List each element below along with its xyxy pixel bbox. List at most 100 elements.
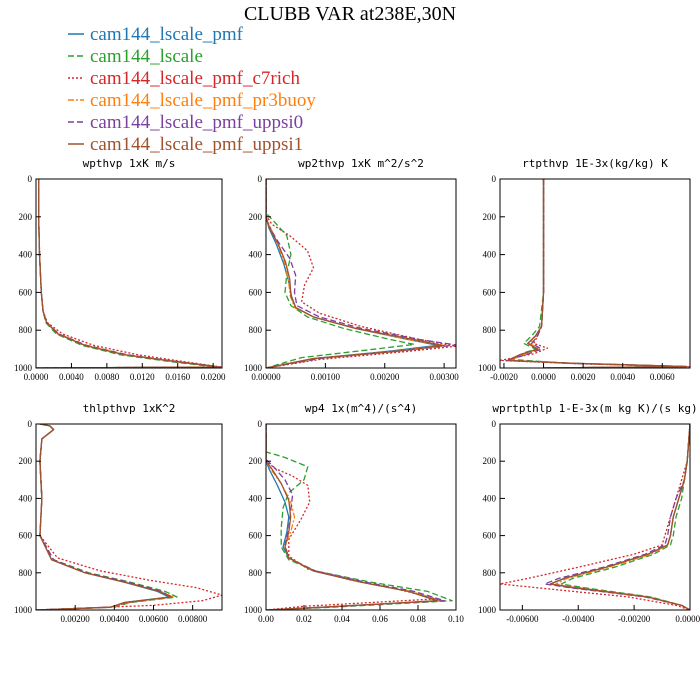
y-tick-label: 1000: [14, 605, 33, 615]
series-line-6: [36, 179, 219, 368]
x-tick-label: 0.04: [334, 614, 350, 624]
series-group: [500, 179, 690, 368]
y-tick-label: 400: [19, 493, 33, 503]
legend-entry-2: cam144_lscale_pmf_c7rich: [90, 68, 300, 89]
y-tick-label: 400: [249, 493, 263, 503]
y-tick-label: 400: [249, 250, 263, 260]
series-group: [266, 424, 453, 610]
series-line-2: [266, 179, 416, 368]
series-line-1: [36, 179, 219, 368]
x-tick-label: 0.0080: [94, 372, 119, 382]
legend-entry-4: cam144_lscale_pmf_uppsi0: [90, 112, 303, 133]
y-tick-label: 600: [483, 531, 497, 541]
series-line-2: [511, 179, 683, 368]
y-tick-label: 800: [19, 325, 33, 335]
x-tick-label: 0.0120: [130, 372, 155, 382]
y-tick-label: 0: [258, 419, 263, 429]
x-tick-label: 0.00200: [370, 372, 400, 382]
panel-4: thlpthvp 1xK^2 0 200 400 600 800 1000 0.00200 0.…: [14, 402, 223, 624]
y-tick-label: 800: [483, 325, 497, 335]
y-tick-label: 600: [19, 531, 33, 541]
series-group: [36, 179, 222, 368]
series-group: [500, 424, 690, 610]
y-tick-label: 200: [19, 456, 33, 466]
y-tick-label: 800: [483, 568, 497, 578]
series-line-6: [507, 179, 687, 368]
panel-3: rtpthvp 1E-3x(kg/kg) K 0 200 400 600 800 1000-…: [478, 157, 691, 382]
x-tick-label: 0.0060: [650, 372, 675, 382]
series-line-5: [505, 179, 687, 368]
y-tick-label: 400: [19, 250, 33, 260]
series-line-3: [500, 424, 690, 610]
series-line-1: [266, 424, 442, 610]
x-tick-label: 0.10: [448, 614, 464, 624]
x-tick-label: 0.0000: [24, 372, 49, 382]
x-tick-label: 0.02: [296, 614, 312, 624]
x-tick-label: 0.00000: [251, 372, 281, 382]
y-tick-label: 600: [19, 287, 33, 297]
series-line-5: [544, 424, 690, 610]
x-tick-label: 0.0000: [531, 372, 556, 382]
series-line-3: [36, 424, 222, 610]
y-tick-label: 200: [483, 212, 497, 222]
panel-title: wpthvp 1xK m/s: [83, 157, 176, 170]
panel-title: wp4 1x(m^4)/(s^4): [305, 402, 418, 415]
legend-entry-1: cam144_lscale: [90, 46, 203, 67]
series-line-4: [36, 179, 219, 368]
legend: cam144_lscale_pmfcam144_lscalecam144_lsc…: [68, 24, 316, 155]
legend-entry-0: cam144_lscale_pmf: [90, 24, 244, 45]
series-line-6: [266, 179, 445, 368]
y-tick-label: 600: [483, 287, 497, 297]
x-tick-label: 0.00600: [139, 614, 169, 624]
x-tick-label: 0.0040: [610, 372, 635, 382]
y-tick-label: 1000: [478, 363, 497, 373]
plot-frame: [265, 178, 457, 369]
y-tick-label: 400: [483, 493, 497, 503]
x-tick-label: 0.00800: [178, 614, 208, 624]
series-line-5: [266, 179, 456, 368]
series-line-6: [36, 424, 172, 610]
series-line-1: [36, 424, 170, 610]
series-line-6: [266, 424, 438, 610]
panel-title: wp2thvp 1xK m^2/s^2: [298, 157, 424, 170]
panel-title: rtpthvp 1E-3x(kg/kg) K: [522, 157, 668, 170]
y-tick-label: 200: [19, 212, 33, 222]
y-tick-label: 1000: [244, 363, 263, 373]
plot-frame: [35, 423, 223, 611]
x-tick-label: 0.00100: [311, 372, 341, 382]
x-tick-label: 0.00400: [100, 614, 130, 624]
plot-frame: [35, 178, 223, 369]
y-tick-label: 0: [492, 174, 497, 184]
x-tick-label: -0.00400: [562, 614, 595, 624]
y-tick-label: 0: [258, 174, 263, 184]
legend-entry-3: cam144_lscale_pmf_pr3buoy: [90, 90, 316, 111]
x-tick-label: 0.0160: [165, 372, 190, 382]
y-tick-label: 0: [492, 419, 497, 429]
y-tick-label: 200: [483, 456, 497, 466]
plot-frame: [499, 423, 691, 611]
y-tick-label: 200: [249, 212, 263, 222]
y-tick-label: 400: [483, 250, 497, 260]
panel-6: wprtpthlp 1-E-3x(m kg K)/(s kg) 0 200 400 60…: [478, 402, 700, 624]
series-line-5: [36, 179, 220, 368]
y-tick-label: 600: [249, 531, 263, 541]
series-line-4: [36, 424, 174, 610]
series-line-2: [36, 179, 214, 368]
y-tick-label: 800: [249, 325, 263, 335]
legend-entry-5: cam144_lscale_pmf_uppsi1: [90, 134, 303, 155]
x-tick-label: 0.00: [258, 614, 274, 624]
series-line-3: [36, 179, 222, 368]
x-tick-label: 0.06: [372, 614, 388, 624]
panel-2: wp2thvp 1xK m^2/s^2020040060080010000.00…: [244, 157, 459, 382]
x-tick-label: 0.00000: [675, 614, 700, 624]
series-line-4: [266, 424, 444, 610]
y-tick-label: 1000: [478, 605, 497, 615]
x-tick-label: 0.0020: [571, 372, 596, 382]
panel-title: wprtpthlp 1-E-3x(m kg K)/(s kg): [492, 402, 697, 415]
series-line-5: [266, 424, 446, 610]
x-tick-label: 0.0200: [201, 372, 226, 382]
